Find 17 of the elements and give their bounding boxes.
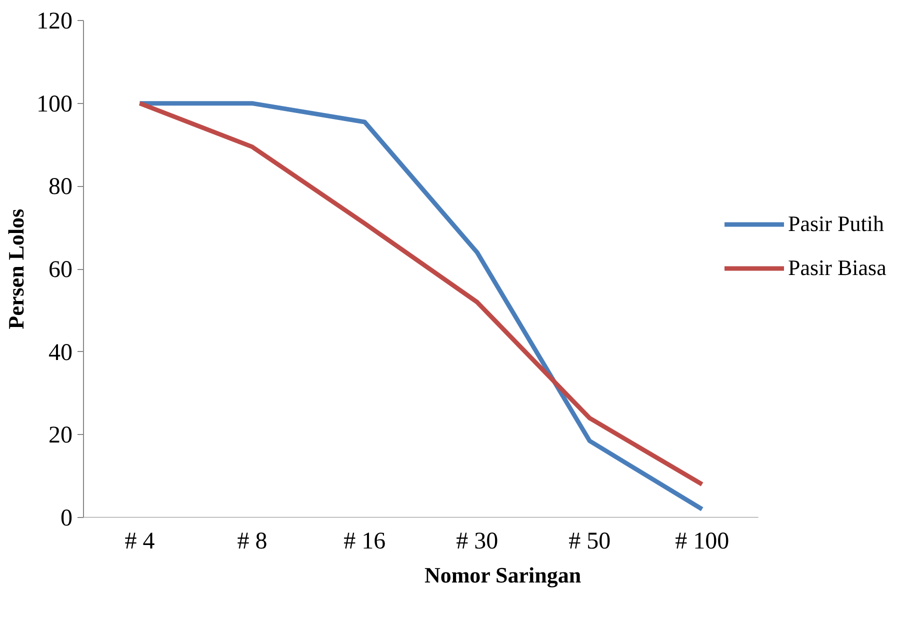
x-tick-label: # 100 bbox=[675, 528, 730, 554]
y-tick-label: 80 bbox=[48, 174, 72, 200]
y-tick-label: 40 bbox=[48, 340, 72, 366]
x-tick-label: # 16 bbox=[344, 528, 386, 554]
x-tick-label: # 30 bbox=[456, 528, 498, 554]
legend-label: Pasir Putih bbox=[788, 211, 884, 237]
x-axis-title: Nomor Saringan bbox=[424, 562, 582, 588]
y-tick-label: 60 bbox=[48, 257, 72, 283]
y-axis-title: Persen Lolos bbox=[4, 208, 28, 330]
legend-label: Pasir Biasa bbox=[788, 255, 886, 281]
y-tick-label: 20 bbox=[48, 422, 72, 449]
y-tick-label: 120 bbox=[36, 8, 72, 34]
x-tick-label: # 8 bbox=[237, 528, 268, 554]
y-tick-label: 100 bbox=[36, 91, 72, 118]
y-tick-label: 0 bbox=[60, 506, 72, 532]
x-tick-label: # 50 bbox=[568, 528, 611, 554]
x-tick-label: # 4 bbox=[124, 528, 155, 554]
